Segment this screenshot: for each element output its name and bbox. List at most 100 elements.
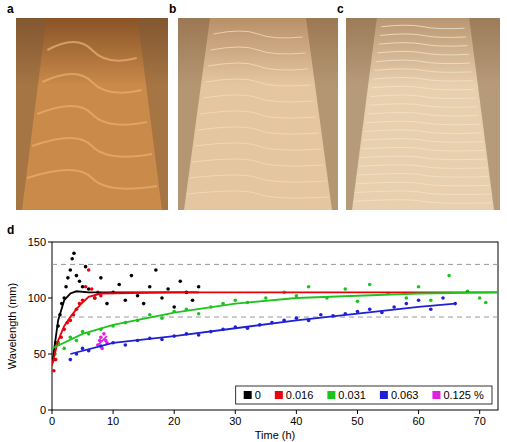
reference-line xyxy=(52,317,498,318)
data-point xyxy=(90,287,94,291)
x-axis-title: Time (h) xyxy=(255,429,296,441)
x-tick xyxy=(296,410,297,414)
data-point xyxy=(136,294,140,298)
data-point xyxy=(166,287,170,291)
ripple-crest xyxy=(373,78,473,82)
x-tick xyxy=(357,410,358,414)
ripple-crest xyxy=(200,111,316,118)
data-point xyxy=(343,287,347,291)
data-point xyxy=(124,298,128,302)
series-points xyxy=(52,251,200,361)
y-tick xyxy=(48,242,52,243)
ripple-crest xyxy=(205,79,310,86)
data-point xyxy=(154,268,158,272)
ripple-crest xyxy=(47,42,136,61)
ripple-crest xyxy=(365,130,482,134)
data-point xyxy=(70,257,74,261)
data-point xyxy=(142,302,146,306)
photo-ground xyxy=(346,18,500,210)
data-point xyxy=(64,285,68,289)
ripple-crest xyxy=(367,113,478,117)
data-point xyxy=(197,312,201,316)
photo-panel xyxy=(178,18,338,210)
flume-wall xyxy=(16,18,46,210)
series-points xyxy=(53,274,487,356)
data-point xyxy=(233,298,237,302)
y-tick-label: 50 xyxy=(34,348,46,360)
data-point xyxy=(78,279,82,283)
ripple-crest xyxy=(356,182,490,186)
data-point xyxy=(441,296,445,300)
plot-frame xyxy=(52,242,498,410)
photo-ground xyxy=(178,18,338,210)
ripple-crest xyxy=(213,31,302,38)
x-tick-label: 70 xyxy=(474,415,486,427)
data-point xyxy=(417,285,421,289)
data-point xyxy=(307,285,311,289)
legend-swatch xyxy=(327,391,335,399)
y-tick xyxy=(48,298,52,299)
series-points xyxy=(69,296,458,361)
legend-swatch xyxy=(275,391,283,399)
fit-line xyxy=(52,292,498,365)
ripple-crest xyxy=(370,95,476,99)
data-point xyxy=(429,298,433,302)
data-point xyxy=(405,296,409,300)
x-tick xyxy=(113,410,114,414)
ripple-crest xyxy=(377,51,469,55)
data-point xyxy=(319,313,323,317)
ripple-crest xyxy=(358,174,489,178)
panel-label: b xyxy=(169,2,176,16)
y-axis-title: Wavelength (mm) xyxy=(6,283,18,369)
x-tick-label: 60 xyxy=(412,415,424,427)
x-tick-label: 40 xyxy=(290,415,302,427)
data-point xyxy=(417,298,421,302)
ripple-crest xyxy=(363,139,483,143)
data-point xyxy=(447,274,451,278)
photo-panel xyxy=(16,18,168,210)
data-point xyxy=(93,296,97,300)
data-point xyxy=(87,268,91,272)
x-tick-label: 0 xyxy=(49,415,55,427)
legend-label: 0 xyxy=(255,389,261,401)
fit-line xyxy=(52,291,199,365)
data-point xyxy=(99,335,103,339)
data-point xyxy=(160,296,164,300)
ripple-crest xyxy=(27,170,157,189)
ripple-crest xyxy=(189,175,326,182)
data-point xyxy=(160,316,164,320)
legend-box xyxy=(236,386,492,404)
plot-area xyxy=(52,251,498,372)
data-point xyxy=(75,274,79,278)
legend-label: 0.125 % xyxy=(443,389,484,401)
fit-line xyxy=(70,304,455,354)
data-point xyxy=(66,276,70,280)
ripple-crest xyxy=(203,95,314,102)
data-point xyxy=(69,268,73,272)
data-point xyxy=(295,294,299,298)
data-point xyxy=(52,369,56,373)
data-point xyxy=(117,283,121,287)
legend-swatch xyxy=(244,391,252,399)
ripple-crest xyxy=(366,121,480,125)
photo-ground xyxy=(16,18,168,210)
panel-label: c xyxy=(337,2,344,16)
data-point xyxy=(429,307,433,311)
data-point xyxy=(148,285,152,289)
panel-label: d xyxy=(7,223,14,237)
ripple-crest xyxy=(197,127,318,134)
data-point xyxy=(93,296,97,300)
ripple-crest xyxy=(362,147,484,151)
flume-wall xyxy=(138,18,168,210)
ripple-crest xyxy=(42,74,141,93)
data-point xyxy=(148,313,152,317)
ripple-crest xyxy=(359,165,487,169)
data-point xyxy=(130,274,134,278)
x-tick-label: 20 xyxy=(168,415,180,427)
data-point xyxy=(392,305,396,309)
data-point xyxy=(105,302,109,306)
ripple-crest xyxy=(195,143,322,150)
series-points xyxy=(52,268,103,372)
data-point xyxy=(179,279,183,283)
data-point xyxy=(478,296,482,300)
